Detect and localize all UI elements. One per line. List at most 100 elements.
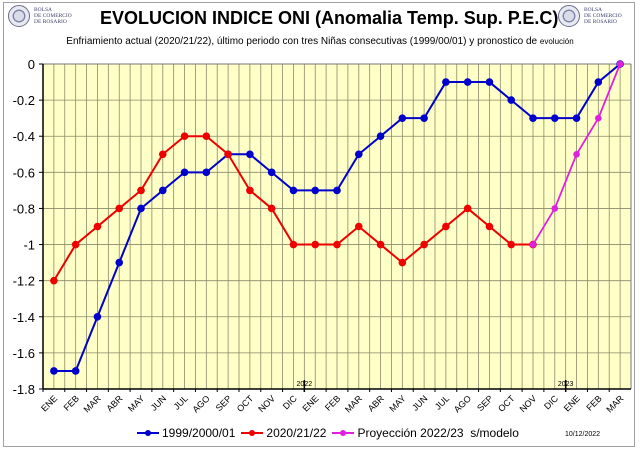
data-point	[50, 276, 58, 285]
data-point	[180, 168, 189, 177]
x-tick-label: JUL	[433, 393, 451, 411]
data-point	[420, 114, 428, 122]
data-point	[50, 367, 58, 375]
data-point	[158, 150, 167, 159]
data-point	[115, 204, 124, 213]
x-tick-label: OCT	[235, 393, 256, 414]
data-point	[463, 204, 472, 213]
y-tick-label: 0	[28, 57, 35, 72]
data-point	[354, 222, 363, 231]
data-point	[398, 114, 407, 122]
chart-subtitle: Enfriamiento actual (2020/21/22), último…	[0, 36, 640, 47]
data-point	[246, 186, 254, 195]
series-3	[529, 60, 624, 248]
data-point	[550, 114, 559, 122]
y-tick-label: -1	[23, 238, 35, 253]
x-tick-label: DIC	[542, 393, 560, 411]
chart-title: EVOLUCION INDICE ONI (Anomalia Temp. Sup…	[100, 8, 559, 28]
subtitle-text: Enfriamiento actual (2020/21/22), último…	[66, 36, 538, 47]
legend-swatch-blue	[137, 428, 159, 438]
data-point	[507, 96, 516, 104]
x-tick-label: JUN	[410, 393, 429, 412]
x-tick-label: FEB	[323, 393, 342, 412]
bcr-seal-icon	[558, 5, 580, 27]
x-tick-label: JUL	[172, 393, 190, 411]
series-group	[50, 60, 624, 375]
data-point	[573, 150, 580, 158]
x-tick-label: JUN	[149, 393, 168, 412]
logo-text-line: BOLSA	[584, 7, 603, 13]
bcr-seal-icon	[8, 5, 30, 27]
data-point	[202, 168, 211, 177]
data-point	[267, 204, 276, 213]
logo-left: BOLSA DE COMERCIO DE ROSARIO	[8, 5, 72, 27]
chart-frame	[3, 2, 635, 447]
x-tick-label: MAR	[82, 393, 104, 415]
x-tick-label: ENE	[562, 393, 582, 413]
data-point	[71, 240, 80, 249]
legend-label: 1999/2000/01	[162, 426, 236, 440]
x-tick-label: SEP	[214, 393, 234, 413]
logo-right: BOLSA DE COMERCIO DE ROSARIO	[558, 5, 622, 27]
data-point	[572, 114, 581, 122]
data-point	[224, 150, 232, 159]
data-point	[376, 240, 385, 249]
data-point	[333, 186, 341, 195]
data-point	[594, 78, 603, 86]
legend-item-1999: 1999/2000/01	[137, 426, 235, 440]
data-point	[376, 132, 385, 141]
x-tick-label: ENE	[39, 393, 59, 413]
legend-label: 2020/21/22	[266, 426, 327, 440]
data-point	[595, 114, 602, 122]
x-tick-label: SEP	[475, 393, 495, 413]
data-point	[180, 132, 189, 141]
x-tick-label: ABR	[366, 393, 387, 414]
logo-text-line: DE ROSARIO	[584, 19, 617, 25]
series-1	[50, 60, 624, 375]
data-point	[158, 186, 167, 195]
y-tick-label: -0.6	[13, 165, 35, 180]
x-tick-label: AGO	[191, 393, 212, 414]
y-tick-label: -0.2	[13, 93, 35, 108]
legend-label: Proyección 2022/23 s/modelo	[357, 426, 519, 440]
y-tick-label: -1.6	[13, 346, 35, 361]
legend-swatch-magenta	[332, 428, 355, 438]
data-point	[398, 258, 407, 267]
data-point	[507, 240, 516, 249]
data-point	[354, 150, 363, 159]
data-point	[485, 78, 494, 86]
x-tick-label: MAR	[604, 393, 626, 415]
year-marker-label: 2023	[558, 381, 574, 388]
legend-item-proyeccion: Proyección 2022/23 s/modelo	[332, 426, 519, 440]
y-tick-label: -1.2	[13, 274, 35, 289]
data-point	[485, 222, 494, 231]
x-tick-label: OCT	[496, 393, 517, 414]
data-point	[137, 204, 145, 213]
x-tick-label: FEB	[584, 393, 603, 412]
data-point	[420, 240, 428, 249]
data-point	[442, 222, 450, 231]
data-point	[529, 114, 537, 122]
data-point	[93, 312, 102, 321]
y-axis-ticks: 0 -0.2 -0.4 -0.6 -0.8 -1 -1.2 -1.4 -1.6 -1.8	[13, 57, 43, 397]
data-point	[442, 78, 450, 86]
x-tick-label: MAY	[126, 393, 146, 413]
data-point	[311, 186, 320, 195]
x-tick-label: MAR	[343, 393, 365, 415]
data-point	[115, 258, 124, 267]
logo-text-line: BOLSA	[34, 7, 53, 13]
x-tick-label: DIC	[281, 393, 299, 411]
data-point	[616, 60, 624, 68]
data-point	[311, 240, 320, 249]
legend-swatch-red	[241, 428, 264, 438]
data-point	[71, 367, 80, 375]
data-point	[202, 132, 211, 141]
data-point	[267, 168, 276, 177]
y-tick-label: -1.4	[13, 310, 35, 325]
x-tick-label: NOV	[256, 393, 277, 414]
x-tick-label: ENE	[300, 393, 320, 413]
data-point	[137, 186, 145, 195]
legend-item-2020: 2020/21/22	[241, 426, 326, 440]
legend: 1999/2000/01 2020/21/22 Proyección 2022/…	[137, 426, 525, 440]
